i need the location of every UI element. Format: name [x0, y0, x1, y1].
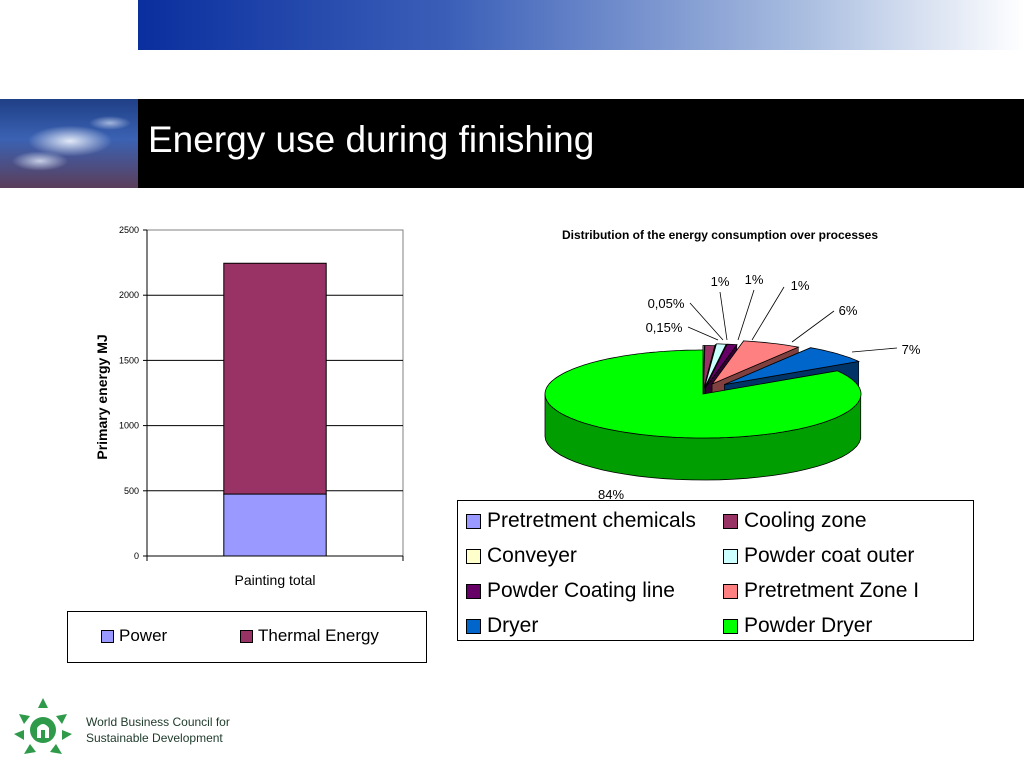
pie-leader-line — [751, 286, 785, 341]
legend-swatch — [466, 513, 481, 529]
pie-legend-label: Powder Dryer — [744, 614, 873, 637]
org-name-line2: Sustainable Development — [86, 731, 223, 745]
pie-data-label: 1% — [711, 274, 730, 289]
bar-y-tick-label: 1500 — [119, 355, 139, 365]
bar-legend-item: Power — [101, 626, 167, 646]
pie-legend-label: Dryer — [487, 614, 539, 637]
pie-data-label: 6% — [839, 303, 858, 318]
pie-legend-label: Powder Coating line — [487, 579, 675, 602]
legend-swatch — [723, 618, 738, 634]
pie-data-label: 7% — [902, 342, 921, 357]
legend-swatch — [466, 583, 481, 599]
bar-y-axis-label: Primary energy MJ — [94, 334, 110, 459]
pie-leader-line — [687, 326, 719, 341]
bar-y-tick-label: 2500 — [119, 225, 139, 235]
bar-legend-item: Thermal Energy — [240, 626, 379, 646]
legend-swatch — [723, 583, 738, 599]
pie-slice-pretretment-zone-i — [710, 340, 800, 385]
pie-data-label: 1% — [791, 278, 810, 293]
legend-swatch — [101, 629, 114, 643]
pie-legend-item: Dryer — [466, 612, 538, 640]
pie-legend-label: Powder coat outer — [744, 544, 915, 567]
pie-legend-label: Pretretment chemicals — [487, 509, 696, 532]
title-bar — [0, 99, 1024, 188]
pie-leader-line — [719, 291, 728, 341]
pie-slice-powder-coating-line — [705, 343, 738, 389]
bar-y-tick-label: 1000 — [119, 421, 139, 431]
pie-legend-label: Cooling zone — [744, 509, 867, 532]
pie-legend-item: Pretretment Zone I — [723, 577, 919, 605]
bar-legend: Power Thermal Energy — [67, 611, 427, 663]
pie-data-label: 0,15% — [646, 320, 683, 335]
bar-legend-label: Thermal Energy — [258, 626, 379, 645]
header-gradient-band — [138, 0, 1024, 50]
legend-swatch — [466, 618, 481, 634]
pie-chart-title: Distribution of the energy consumption o… — [562, 228, 878, 242]
legend-swatch — [723, 513, 738, 529]
pie-legend-label: Conveyer — [487, 544, 577, 567]
org-name: World Business Council for Sustainable D… — [86, 714, 230, 746]
bar-segment-thermal-energy — [223, 262, 327, 495]
bar-y-tick-label: 0 — [134, 551, 139, 561]
pie-leader-line — [737, 289, 755, 341]
legend-swatch — [466, 548, 481, 564]
pie-legend: Pretretment chemicals Cooling zone Conveye… — [457, 500, 974, 641]
pie-slice-dryer — [724, 347, 861, 385]
legend-swatch — [723, 548, 738, 564]
pie-legend-label: Pretretment Zone I — [744, 579, 920, 602]
pie-data-label: 1% — [745, 272, 764, 287]
pie-legend-item: Powder coat outer — [723, 542, 914, 570]
pie-legend-item: Powder Dryer — [723, 612, 872, 640]
pie-legend-item: Cooling zone — [723, 507, 867, 535]
slide-title: Energy use during finishing — [148, 119, 595, 160]
bar-segment-power — [223, 493, 327, 557]
pie-data-label: 0,05% — [648, 296, 685, 311]
pie-legend-item: Conveyer — [466, 542, 577, 570]
sky-image — [0, 99, 138, 188]
pie-data-label: 84% — [598, 487, 624, 502]
pie-slice-powder-dryer — [544, 349, 862, 439]
wbcsd-logo-icon — [14, 698, 72, 754]
bar-x-tick-label: Painting total — [235, 572, 316, 588]
bar-legend-label: Power — [119, 626, 168, 645]
pie-legend-item: Powder Coating line — [466, 577, 675, 605]
pie-leader-line — [689, 302, 724, 341]
pie-leader-line — [851, 347, 898, 353]
bar-y-tick-label: 500 — [124, 486, 139, 496]
pie-leader-line — [791, 310, 835, 343]
org-name-line1: World Business Council for — [86, 715, 230, 729]
legend-swatch — [240, 629, 253, 643]
pie-legend-item: Pretretment chemicals — [466, 507, 696, 535]
bar-y-tick-label: 2000 — [119, 290, 139, 300]
pie-slice-powder-coat-outer — [704, 343, 727, 388]
